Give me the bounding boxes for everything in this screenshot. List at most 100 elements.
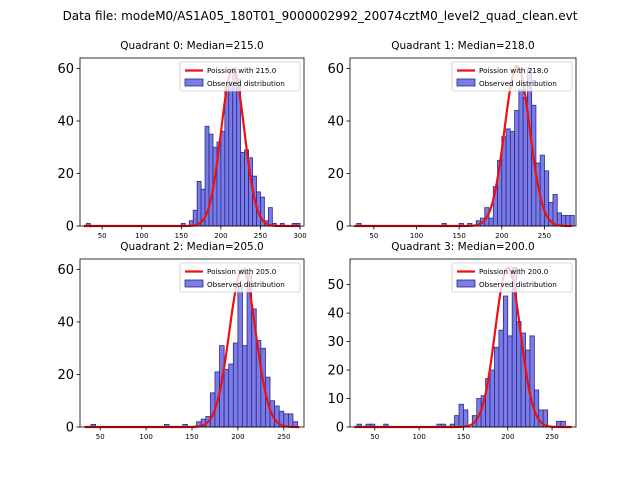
q0-histogram-bar [208,133,214,227]
q2-x-tick-label: 50 [96,433,105,441]
q1-histogram-bar [539,154,545,227]
q2-histogram-bar [223,368,230,428]
figure-suptitle: Data file: modeM0/AS1A05_180T01_90000029… [63,9,578,23]
q3-legend-bar-label: Observed distribution [479,280,557,289]
q1-x-tick-label: 100 [410,232,423,240]
q3-x-tick-label: 150 [457,433,470,441]
q3-histogram-bar [498,329,504,428]
q1-histogram-bar [526,68,533,227]
q0-histogram-bar [228,81,234,227]
q3-legend-bar-swatch [456,279,476,288]
q1-histogram-bar [488,217,494,227]
q3-histogram-bar [507,335,513,428]
q2-legend-curve-label: Poission with 205.0 [207,267,277,276]
q3-x-tick-label: 250 [545,433,558,441]
q0-x-tick-label: 150 [175,232,188,240]
q2-histogram-bar [232,342,239,428]
q1-histogram-bar [561,215,567,227]
q2-legend-bar-label: Observed distribution [207,280,285,289]
q3-x-tick-label: 100 [412,433,425,441]
q3-x-tick-label: 200 [501,433,514,441]
q3-legend-box [451,262,573,293]
q1-y-tick-label: 60 [327,62,344,77]
q2-x-tick-label: 150 [185,433,198,441]
quadrant-2-panel: 50 100 150 200 250 0 20 40 60 Quadrant 2: Median=… [57,241,305,441]
quadrant-3-panel: 50 100 150 200 250 0 10 20 30 40 50 Quadrant 3: Med… [327,241,577,441]
q1-histogram-bar [514,110,520,227]
q0-legend-bar-swatch [184,78,204,87]
q3-title: Quadrant 3: Median=200.0 [391,241,534,253]
q0-histogram-bar [267,207,273,227]
q0-x-tick-label: 250 [254,232,267,240]
q1-x-tick-label: 150 [452,232,465,240]
q1-x-tick-label: 200 [495,232,508,240]
q3-histogram-bar [454,415,460,428]
q0-y-tick-label: 0 [66,220,74,235]
q3-y-tick-label: 40 [327,307,344,322]
q1-axes-frame [349,57,577,227]
q2-legend-box [179,262,301,293]
q0-x-tick-label: 200 [214,232,227,240]
q3-histogram-bar [502,295,509,428]
q1-histogram-bar [552,194,558,227]
q1-histogram-bar [569,215,575,227]
q0-legend-box [179,61,301,92]
q2-histogram-bar [237,284,243,428]
q2-x-tick-label: 200 [231,433,244,441]
q2-y-tick-label: 40 [57,316,74,331]
q2-y-tick-label: 20 [57,368,74,383]
q3-histogram-bar [463,409,469,428]
q1-legend-box [451,61,573,92]
q3-y-tick-label: 30 [327,335,344,350]
q3-histogram-bar [458,403,464,428]
quadrant-1-panel: 50 100 150 200 250 0 20 40 60 Quadrant 1: Median=… [327,40,577,240]
q1-histogram-bar [522,96,528,227]
q2-legend-bar-swatch [184,279,204,288]
q3-axes-frame [349,258,577,428]
q0-x-tick-label: 100 [135,232,148,240]
q1-x-tick-label: 50 [369,232,378,240]
q3-y-tick-label: 20 [327,364,344,379]
q3-histogram-bar [529,335,535,428]
q2-histogram-bar [228,363,234,428]
q1-histogram-bar [518,89,524,227]
q0-y-tick-label: 40 [57,115,74,130]
q1-y-tick-label: 20 [327,167,344,182]
q1-legend-bar-swatch [456,78,476,87]
q0-histogram-bar [196,180,202,227]
q0-title: Quadrant 0: Median=215.0 [120,40,263,52]
q1-histogram-bar [565,215,571,227]
q0-axes-frame [79,57,305,227]
q2-histogram-bar [242,345,248,428]
q2-y-tick-label: 0 [66,421,74,436]
q3-histogram-bar [533,389,540,428]
q0-legend-bar-label: Observed distribution [207,79,285,88]
q3-legend-curve-label: Poission with 200.0 [479,267,549,276]
q0-x-tick-label: 50 [98,232,107,240]
q0-histogram-bar [220,131,226,227]
q3-y-tick-label: 0 [336,421,344,436]
q2-x-tick-label: 100 [139,433,152,441]
q1-y-tick-label: 40 [327,115,344,130]
q1-histogram-bar [509,131,515,227]
q2-y-tick-label: 60 [57,263,74,278]
q2-histogram-bar [287,413,294,428]
q0-histogram-bar [240,152,246,227]
q0-histogram-bar [224,86,230,227]
q3-y-tick-label: 10 [327,392,344,407]
q0-y-tick-label: 60 [57,62,74,77]
q3-histogram-bar [494,346,500,428]
q1-legend-curve-label: Poission with 218.0 [479,66,549,75]
q1-x-tick-label: 250 [538,232,551,240]
q1-legend-bar-label: Observed distribution [479,79,557,88]
q3-y-tick-label: 50 [327,278,344,293]
q1-histogram-bar [505,128,511,227]
q0-y-tick-label: 20 [57,167,74,182]
q1-title: Quadrant 1: Median=218.0 [391,40,534,52]
quadrant-0-panel: 50 100 150 200 250 300 0 20 40 60 Quadrant 0: Medi… [57,40,306,240]
q1-y-tick-label: 0 [336,220,344,235]
q3-x-tick-label: 50 [370,433,379,441]
q2-x-tick-label: 250 [277,433,290,441]
